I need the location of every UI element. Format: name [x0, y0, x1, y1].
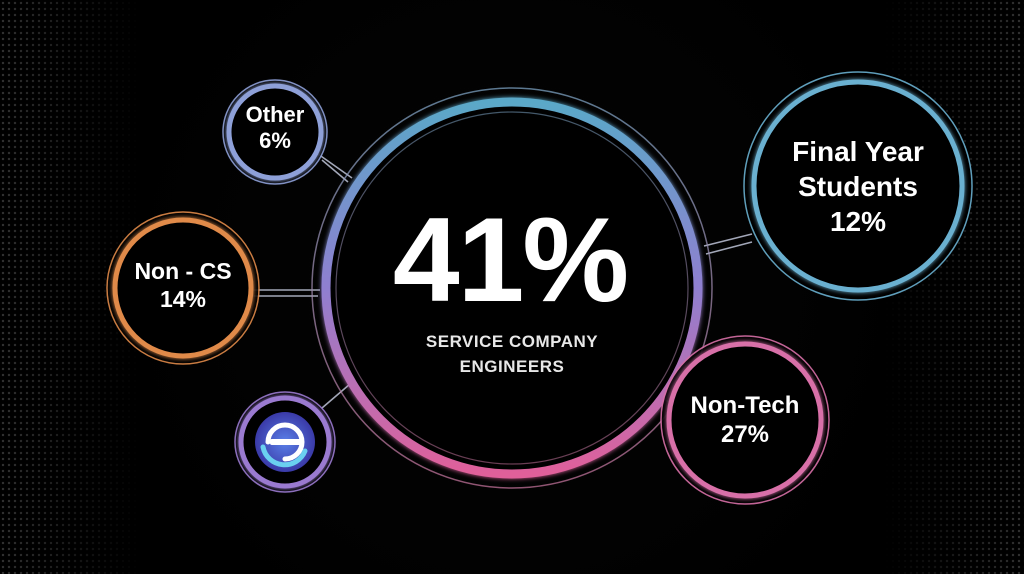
non-tech-node-text: Non-Tech 27%	[670, 392, 820, 450]
connector-other-inner	[321, 159, 349, 183]
final-year-node-text: Final Year Students 12%	[758, 134, 958, 239]
non-tech-label: Non-Tech	[690, 392, 800, 419]
connector-other	[317, 153, 353, 179]
non-cs-label: Non - CS	[134, 258, 232, 284]
other-node-text: Other 6%	[225, 102, 325, 155]
non-tech-node-ring	[666, 341, 824, 499]
center-caption-line1: SERVICE COMPANY	[425, 332, 599, 351]
final-year-node-ring	[751, 79, 965, 293]
connector-final-year	[703, 233, 753, 247]
final-year-label-line1: Final Year	[792, 136, 924, 167]
non-tech-value: 27%	[720, 420, 770, 448]
connector-logo	[321, 383, 351, 409]
center-percentage: 41%	[392, 193, 629, 327]
center-caption-line2: ENGINEERS	[459, 356, 565, 376]
center-caption: SERVICE COMPANY ENGINEERS	[370, 330, 654, 379]
center-outer-ring	[311, 87, 713, 489]
final-year-label-line2: Students	[798, 171, 918, 202]
connector-final-year-inner	[705, 241, 753, 255]
center-inner-ring	[335, 111, 689, 465]
other-value: 6%	[259, 128, 291, 154]
final-year-value: 12%	[829, 206, 887, 237]
non-cs-node-ring	[112, 217, 254, 359]
center-main-ring	[321, 97, 703, 479]
non-cs-node-text: Non - CS 14%	[113, 258, 253, 313]
other-label: Other	[245, 102, 305, 127]
brand-e-logo-icon	[255, 412, 315, 472]
non-cs-value: 14%	[159, 285, 207, 312]
other-node-ring	[226, 83, 324, 181]
